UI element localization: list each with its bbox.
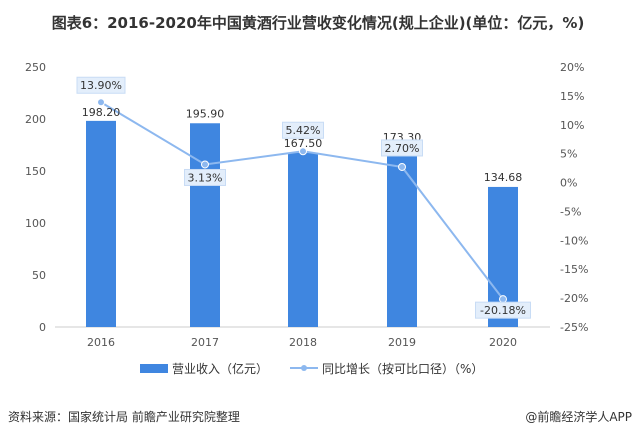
bar [387, 146, 417, 327]
right-tick-label: 15% [560, 90, 584, 103]
line-label-box [381, 139, 423, 157]
x-tick-label: 2020 [489, 336, 517, 349]
left-tick-label: 100 [25, 217, 46, 230]
source-note: 资料来源：国家统计局 前瞻产业研究院整理 [8, 410, 240, 424]
left-tick-label: 150 [25, 165, 46, 178]
x-tick-label: 2016 [87, 336, 115, 349]
bar [86, 120, 116, 327]
right-tick-label: -25% [560, 321, 588, 334]
right-tick-label: 0% [560, 177, 577, 190]
bar-data-label: 195.90 [186, 107, 225, 120]
line-label-box [76, 76, 126, 94]
line-data-label: 2.70% [385, 142, 420, 155]
left-tick-label: 50 [32, 269, 46, 282]
right-tick-label: -10% [560, 234, 588, 247]
line-data-label: 13.90% [80, 79, 122, 92]
left-tick-label: 200 [25, 113, 46, 126]
x-tick-label: 2019 [388, 336, 416, 349]
right-tick-label: 10% [560, 119, 584, 132]
bar [288, 152, 318, 327]
x-tick-label: 2017 [191, 336, 219, 349]
growth-point [97, 98, 105, 107]
legend-line-label: 同比增长（按可比口径）（%） [322, 362, 483, 376]
line-data-label: 3.13% [188, 171, 223, 184]
right-tick-label: -15% [560, 263, 588, 276]
growth-point [398, 162, 406, 171]
legend-bar-swatch [140, 364, 168, 373]
growth-point [499, 295, 507, 304]
bar-data-label: 167.50 [284, 137, 323, 150]
left-tick-label: 250 [25, 61, 46, 74]
line-label-box [475, 301, 531, 319]
bar-data-label: 134.68 [484, 171, 523, 184]
brand-credit: @前瞻经济学人APP [525, 410, 632, 424]
growth-point [299, 147, 307, 156]
right-tick-label: 20% [560, 61, 584, 74]
line-label-box [282, 121, 324, 139]
right-tick-label: 5% [560, 148, 577, 161]
bar-data-label: 198.20 [82, 106, 121, 119]
line-label-box [184, 168, 226, 186]
line-data-label: 5.42% [286, 124, 321, 137]
legend-line-marker [301, 365, 307, 371]
chart-title: 图表6：2016-2020年中国黄酒行业营收变化情况(规上企业)(单位：亿元，%… [51, 14, 585, 32]
growth-point [201, 160, 209, 169]
left-tick-label: 0 [39, 321, 46, 334]
right-tick-label: -20% [560, 292, 588, 305]
legend-bar-label: 营业收入（亿元） [172, 361, 268, 376]
line-data-label: -20.18% [480, 304, 526, 317]
x-tick-label: 2018 [289, 336, 317, 349]
bar [190, 123, 220, 327]
right-tick-label: -5% [560, 205, 581, 218]
